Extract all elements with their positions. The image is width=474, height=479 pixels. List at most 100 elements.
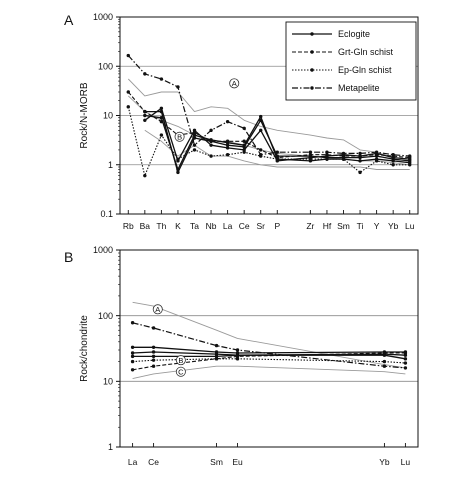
panel-a-annotation-circle-a [229,78,240,89]
panel-b-y-tick-label-1: 1 [108,442,113,452]
panel-a-series-line-1 [144,110,410,174]
panel-a-legend-marker-grt-gln-schist [310,50,314,54]
panel-b-series-6-point [130,368,135,372]
panel-a-x-tick-label-nb: Nb [206,221,217,231]
panel-b-series-line-7 [132,358,406,364]
panel-a-x-tick-label-zr: Zr [306,221,314,231]
panel-a-series-5-point [242,139,246,143]
panel-a-x-tick-label-y: Y [374,221,380,231]
panel-b-series-2-point [403,366,408,370]
panel-a-series-2-point [159,116,164,120]
panel-b-series-5-point [214,354,219,359]
panel-a-series-3-point [209,143,213,147]
panel-a-x-tick-label-ba: Ba [140,221,151,231]
panel-a-letter: A [64,12,74,28]
panel-a-series-5-point [374,152,379,157]
panel-a-legend-marker-metapelite [310,86,314,90]
panel-b: 1 10 100 1000 Rock/chondrite La Ce Sm Eu Yb Lu A BC [79,245,419,467]
panel-b-x-tick-label-ce: Ce [148,457,159,467]
panel-a-series-2-point [242,143,246,147]
panel-b-x-tick-label-eu: Eu [232,457,243,467]
panel-a-series-6-point [159,133,164,137]
panel-b-series-2-point [214,343,219,348]
panel-a-x-tick-label-p: P [274,221,280,231]
panel-b-y-tick-label-1000: 1000 [93,245,113,255]
panel-a-series-6-point [308,157,313,161]
panel-a-series-4-point [325,150,329,154]
panel-a-legend-marker-eclogite [310,32,314,36]
panel-a-series-4-point [374,150,379,154]
panel-a-x-tick-label-hf: Hf [323,221,332,231]
panel-a-series-4-point [209,128,213,133]
panel-a-series-2-point [143,113,147,118]
panel-b-x-tick-label-yb: Yb [379,457,390,467]
panel-b-series-3-point [151,345,156,349]
panel-b-annotation-circle-a [152,304,163,315]
panel-a-x-tick-label-yb: Yb [388,221,399,231]
panel-a-x-tick-label-sr: Sr [256,221,265,231]
panel-a-x-tick-label-rb: Rb [123,221,134,231]
panel-a-series-line-7 [127,78,410,160]
panel-b-y-tick-label-100: 100 [98,311,113,321]
panel-a-series-5-point [341,154,346,158]
panel-a-series-5-point [126,90,130,94]
panel-b-series-7-point [235,357,240,361]
panel-b-x-tick-label-sm: Sm [210,457,223,467]
panel-b-series-6-point [235,354,240,359]
panel-a-legend-label-metapelite: Metapelite [338,83,380,93]
panel-a-x-tick-label-la: La [223,221,233,231]
panel-a-series-6-point [325,157,329,161]
panel-a-series-6-point [225,152,230,157]
panel-a: 0.1 1 10 100 1000 Rock/N-MORB Rb Ba Th K Ta Nb La Ce S… [79,12,419,231]
panel-a-legend-marker-ep-gln-schist [310,68,314,72]
panel-a-series-5-point [159,119,164,124]
panel-a-x-tick-label-ti: Ti [357,221,364,231]
panel-b-letter: B [64,249,73,265]
panel-a-series-line-9 [144,129,410,170]
panel-a-series-6-point [176,157,180,161]
panel-a-annotation-label-b: B [177,132,182,141]
panel-b-series-3-point [130,345,135,349]
panel-a-series-2-point [192,133,197,137]
panel-a-series-3-point [159,106,164,111]
panel-b-series-2-point [382,364,387,368]
panel-a-series-6-point [126,105,130,109]
panel-a-series-3-point [225,146,230,150]
panel-b-series-4-point [151,350,156,354]
panel-b-series-line-8 [132,365,406,380]
panel-b-series-2-point [151,326,156,330]
panel-a-series-4-point [358,151,362,156]
panel-a-series-1-point [225,143,230,147]
panel-a-series-5-point [391,154,395,158]
panel-a-legend-box [285,21,417,101]
panel-a-legend: Eclogite Grt-Gln schist Ep-Gln schist Metap… [285,21,417,101]
panel-a-plot-frame [119,16,419,215]
panel-a-series-5-point [408,155,412,160]
panel-a-series-5-point [358,154,362,158]
panel-a-series-6-point [408,163,412,167]
panel-a-series-5-point [225,139,230,143]
panel-b-annotation-label-b: B [178,356,183,365]
panel-a-series-6-point [192,148,197,152]
panel-b-series-6-point [151,364,156,368]
panel-a-series-4-point [159,77,164,81]
panel-a-series-2-point [391,159,395,163]
panel-a-x-tick-label-ce: Ce [239,221,250,231]
panel-b-y-tick-label-10: 10 [103,377,113,387]
panel-b-series-5-point [403,357,408,361]
panel-a-series-6-point [358,170,362,175]
panel-b-annotation-circle-c [175,366,186,377]
panel-a-y-tick-label-1000: 1000 [93,12,113,22]
panel-b-series-5-point [151,354,156,359]
panel-a-series-4-point [225,119,230,124]
panel-a-series-line-3 [144,107,410,162]
panel-a-series-6-point [275,157,279,161]
panel-a-legend-label-eclogite: Eclogite [338,29,370,39]
panel-b-series-line-2 [132,322,406,369]
panel-a-series-1-point [176,170,180,175]
panel-b-y-axis-label: Rock/chondrite [79,315,90,382]
panel-b-series-4-point [130,351,135,355]
panel-a-series-4-point [176,85,180,89]
panel-a-series-6-point [143,173,147,178]
